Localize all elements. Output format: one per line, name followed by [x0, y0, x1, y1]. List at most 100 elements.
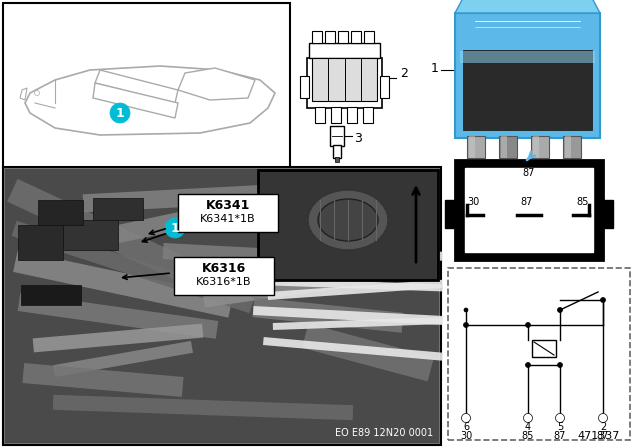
Text: 85: 85: [522, 431, 534, 441]
Circle shape: [464, 308, 468, 312]
Bar: [3, 3, 290, 168]
Bar: [312, 220, 434, 250]
Text: K6341: K6341: [206, 198, 250, 211]
Circle shape: [525, 323, 531, 327]
Bar: [22, 363, 184, 397]
Bar: [309, 43, 380, 58]
Text: 471337: 471337: [578, 431, 620, 441]
Bar: [163, 243, 393, 271]
Bar: [463, 50, 592, 130]
Bar: [83, 180, 364, 212]
Polygon shape: [455, 0, 600, 13]
Bar: [501, 136, 507, 158]
Text: 87: 87: [521, 197, 533, 207]
Circle shape: [110, 103, 130, 123]
Bar: [203, 268, 383, 307]
Circle shape: [557, 362, 563, 367]
Text: 1: 1: [171, 221, 179, 234]
Bar: [302, 323, 434, 381]
Text: K6341*1B: K6341*1B: [200, 214, 256, 224]
Bar: [5, 169, 439, 443]
Bar: [300, 76, 309, 98]
Bar: [263, 337, 443, 361]
Bar: [307, 58, 382, 108]
Bar: [262, 252, 443, 270]
Text: 5: 5: [557, 422, 563, 432]
Bar: [258, 170, 438, 280]
Polygon shape: [93, 83, 178, 118]
Bar: [335, 157, 339, 162]
Bar: [63, 220, 118, 250]
Circle shape: [557, 307, 563, 313]
Bar: [178, 194, 278, 232]
Circle shape: [598, 414, 607, 422]
Ellipse shape: [318, 199, 378, 241]
Text: K6316*1B: K6316*1B: [196, 277, 252, 287]
Bar: [330, 126, 344, 146]
Bar: [363, 107, 373, 123]
Text: 87: 87: [554, 431, 566, 441]
Bar: [33, 323, 204, 353]
Circle shape: [35, 90, 40, 95]
Bar: [351, 31, 361, 43]
Text: 6: 6: [463, 422, 469, 432]
Bar: [252, 297, 404, 333]
Bar: [333, 145, 341, 158]
Circle shape: [600, 297, 605, 302]
Bar: [460, 51, 595, 63]
Bar: [338, 31, 348, 43]
Text: 2: 2: [400, 66, 408, 79]
Bar: [312, 31, 322, 43]
Text: EO E89 12N20 0001: EO E89 12N20 0001: [335, 428, 433, 438]
Circle shape: [463, 323, 468, 327]
Bar: [7, 179, 199, 286]
Circle shape: [556, 414, 564, 422]
Bar: [380, 76, 389, 98]
Circle shape: [524, 414, 532, 422]
Bar: [312, 58, 377, 101]
Bar: [315, 107, 325, 123]
Bar: [53, 395, 353, 420]
Bar: [13, 250, 233, 318]
Bar: [103, 186, 303, 246]
Text: 85: 85: [577, 197, 589, 207]
Bar: [38, 200, 83, 225]
Bar: [531, 136, 549, 158]
Bar: [465, 168, 593, 252]
Bar: [445, 200, 457, 228]
Bar: [455, 13, 600, 138]
Bar: [469, 136, 475, 158]
Polygon shape: [20, 88, 27, 100]
Polygon shape: [178, 68, 255, 100]
Bar: [347, 107, 357, 123]
Bar: [601, 200, 613, 228]
Bar: [467, 136, 485, 158]
Bar: [325, 31, 335, 43]
Ellipse shape: [308, 190, 388, 250]
Polygon shape: [25, 66, 275, 135]
Bar: [331, 107, 341, 123]
Text: 1: 1: [431, 61, 439, 74]
Text: 1: 1: [116, 107, 124, 120]
Text: 2: 2: [600, 422, 606, 432]
Bar: [273, 317, 443, 330]
Bar: [3, 167, 441, 445]
Bar: [532, 340, 556, 357]
Bar: [12, 221, 254, 313]
Circle shape: [558, 308, 562, 312]
Bar: [53, 341, 193, 377]
Bar: [21, 285, 81, 305]
Bar: [258, 278, 443, 292]
Bar: [565, 136, 571, 158]
Text: K6316: K6316: [202, 262, 246, 275]
Circle shape: [461, 414, 470, 422]
Bar: [455, 160, 603, 260]
Text: 3: 3: [354, 132, 362, 145]
Bar: [174, 257, 274, 295]
Text: 87: 87: [523, 168, 535, 178]
Bar: [364, 31, 374, 43]
Text: 30: 30: [467, 197, 479, 207]
Bar: [18, 225, 63, 260]
Bar: [533, 136, 539, 158]
Bar: [93, 198, 143, 220]
